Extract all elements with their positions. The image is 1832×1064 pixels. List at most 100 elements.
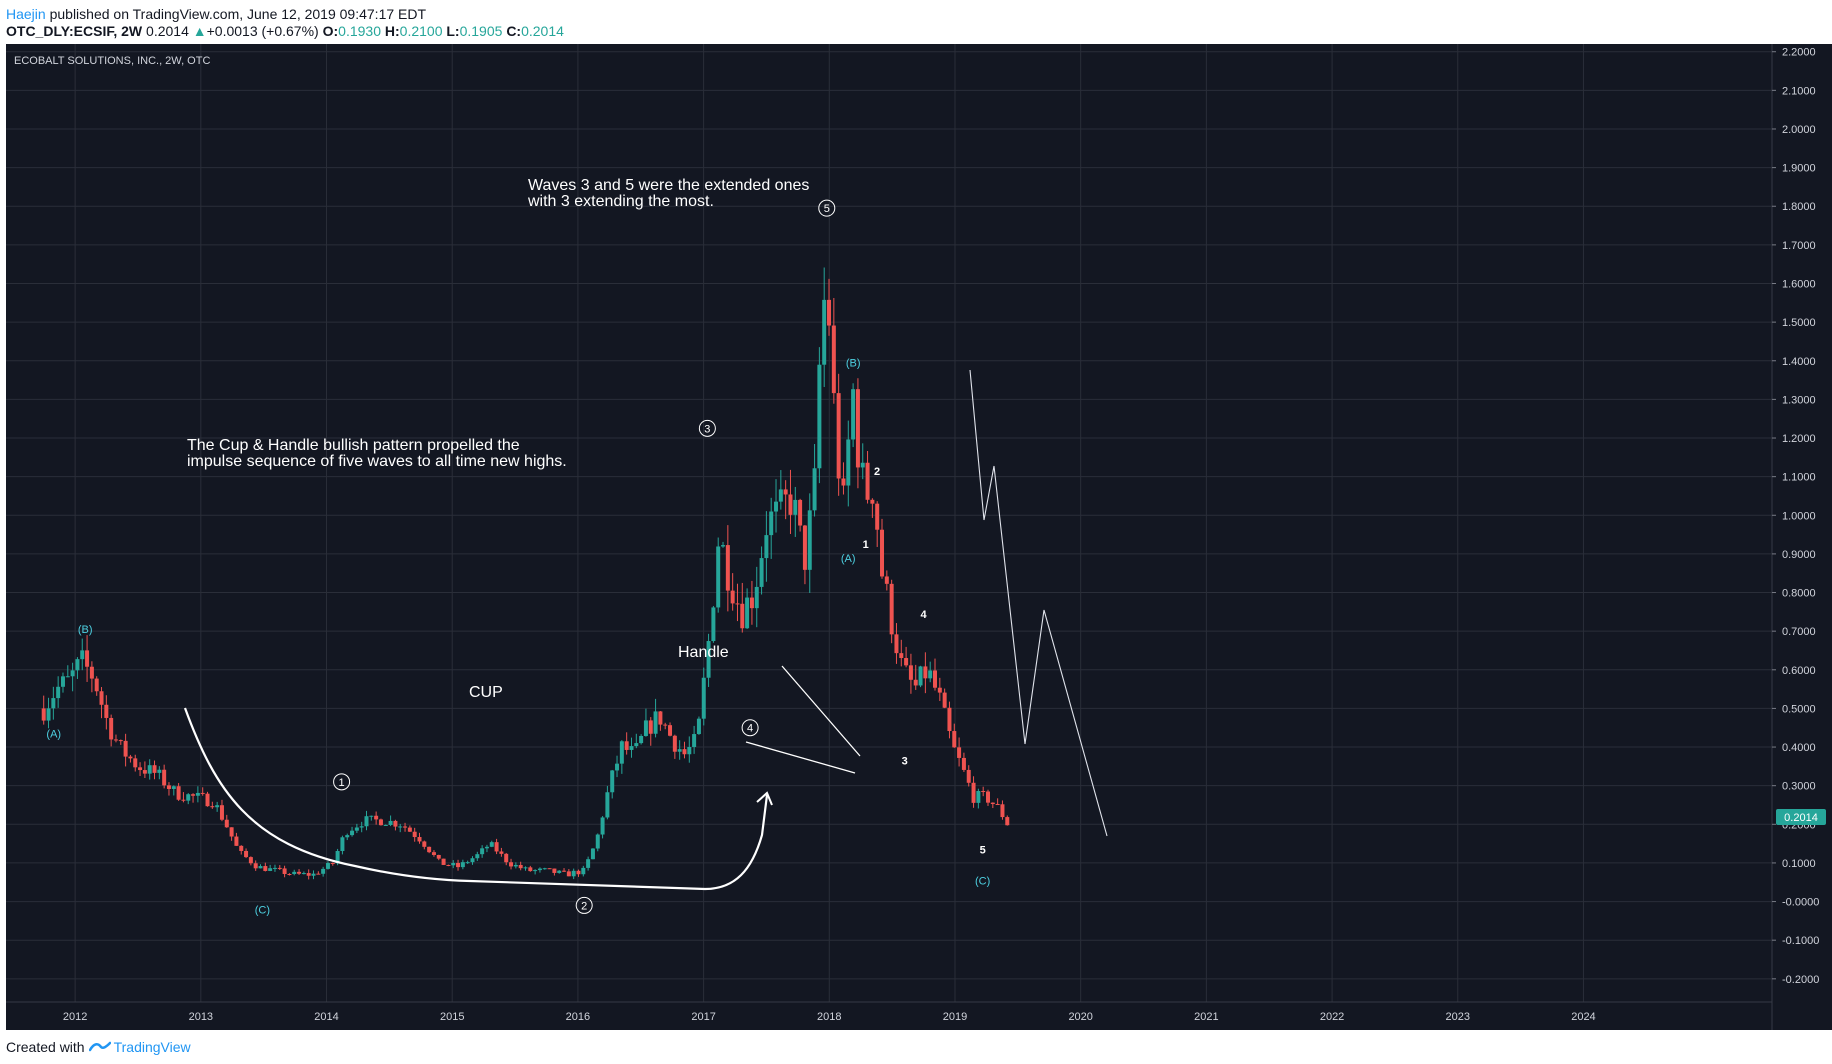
candle-body <box>56 686 61 699</box>
candle-body <box>470 858 475 863</box>
candle-body <box>513 864 518 867</box>
candle-body <box>41 708 46 721</box>
candle-body <box>533 870 538 872</box>
time-tick-label: 2020 <box>1068 1011 1092 1023</box>
created-with-text: Created with <box>6 1039 85 1055</box>
time-axis[interactable]: 2012 2013 2014 2015 2016 2017 2018 2019 2020 2021… <box>63 1011 1596 1023</box>
up-arrow-icon: ▲ <box>192 23 207 39</box>
candle-body <box>518 864 523 869</box>
publisher-user-link[interactable]: Haejin <box>6 6 46 22</box>
candle-body <box>446 864 451 866</box>
candle-body <box>229 827 234 837</box>
candle-body <box>321 868 326 874</box>
handle-upper-trendline[interactable] <box>781 665 861 757</box>
candle-body <box>162 769 167 786</box>
candle-body <box>210 806 215 808</box>
candle-body <box>629 746 634 750</box>
candle-body <box>913 679 918 686</box>
candle-body <box>181 799 186 801</box>
close-value: 0.2014 <box>521 23 564 39</box>
minor-wave-label: 3 <box>902 756 908 768</box>
minor-wave-label: 4 <box>921 609 928 621</box>
candle-body <box>802 525 807 570</box>
time-tick-label: 2017 <box>691 1011 715 1023</box>
candle-body <box>783 489 788 495</box>
candle-body <box>812 468 817 511</box>
price-tick-label: 1.2000 <box>1782 433 1816 445</box>
candle-body <box>600 817 605 835</box>
wave-circle-label <box>741 719 759 737</box>
wave-circle-label <box>818 199 836 217</box>
candle-body <box>798 499 803 526</box>
candle-body <box>407 827 412 832</box>
wave-circle-label <box>698 419 716 437</box>
candle-body <box>427 846 432 853</box>
cup-arrow-head <box>756 791 773 806</box>
candle-body <box>263 866 268 871</box>
price-tick-label: -0.1000 <box>1782 935 1819 947</box>
candle-body <box>306 873 311 876</box>
candle-body <box>272 867 277 869</box>
publish-info: Haejin published on TradingView.com, Jun… <box>6 6 426 22</box>
cup-curve-drawing[interactable] <box>183 707 769 891</box>
price-axis[interactable]: 2.2000 2.1000 2.0000 1.9000 1.8000 1.7000 1.60… <box>1772 47 1819 986</box>
candle-body <box>301 873 306 875</box>
candle-body <box>966 769 971 783</box>
candle-body <box>195 792 200 796</box>
wave-drawing-lines[interactable] <box>969 369 1108 837</box>
candle-body <box>465 862 470 864</box>
candle-body <box>566 871 571 877</box>
candle-body <box>682 749 687 755</box>
high-value: 0.2100 <box>399 23 443 39</box>
candle-body <box>388 820 393 825</box>
candle-body <box>364 816 369 827</box>
candle-body <box>142 770 147 774</box>
candle-body <box>875 503 880 530</box>
candle-body <box>128 756 133 759</box>
candle-body <box>851 389 856 440</box>
candle-body <box>191 794 196 796</box>
candle-body <box>841 478 846 486</box>
candle-body <box>759 558 764 587</box>
wave-circle-label <box>575 896 593 914</box>
candle-body <box>268 868 273 871</box>
candle-body <box>528 867 533 872</box>
candle-body <box>51 698 56 709</box>
candle-body <box>576 870 581 875</box>
candle-body <box>287 874 292 876</box>
handle-lower-trendline[interactable] <box>745 741 856 774</box>
candle-body <box>248 857 253 864</box>
price-tick-label: 2.1000 <box>1782 85 1816 97</box>
candle-body <box>166 785 171 789</box>
candle-body <box>378 819 383 826</box>
symbol-name[interactable]: OTC_DLY:ECSIF, 2W <box>6 23 143 39</box>
candle-body <box>282 868 287 875</box>
price-tick-label: 0.6000 <box>1782 665 1816 677</box>
candle-body <box>624 741 629 750</box>
candle-body <box>672 735 677 752</box>
candle-body <box>721 545 726 547</box>
corrective-wave-label: (B) <box>78 624 93 636</box>
candle-body <box>215 805 220 808</box>
price-tag <box>1776 809 1826 825</box>
time-tick-label: 2012 <box>63 1011 87 1023</box>
price-tick-label: 2.0000 <box>1782 124 1816 136</box>
minor-wave-label: 1 <box>863 539 869 551</box>
candle-body <box>436 854 441 859</box>
candle-body <box>663 724 668 726</box>
candle-body <box>778 489 783 502</box>
candle-body <box>46 708 51 721</box>
candle-body <box>908 665 913 680</box>
candle-body <box>740 603 745 629</box>
wave-circle-label <box>333 773 351 791</box>
tradingview-link[interactable]: TradingView <box>88 1039 191 1055</box>
candle-body <box>494 842 499 852</box>
candle-body <box>123 740 128 757</box>
candle-body <box>219 805 224 820</box>
open-label: O: <box>322 23 339 39</box>
candle-body <box>687 747 692 755</box>
note-left-line2: impulse sequence of five waves to all ti… <box>187 453 567 470</box>
candle-body <box>774 501 779 512</box>
candle-body <box>971 782 976 803</box>
